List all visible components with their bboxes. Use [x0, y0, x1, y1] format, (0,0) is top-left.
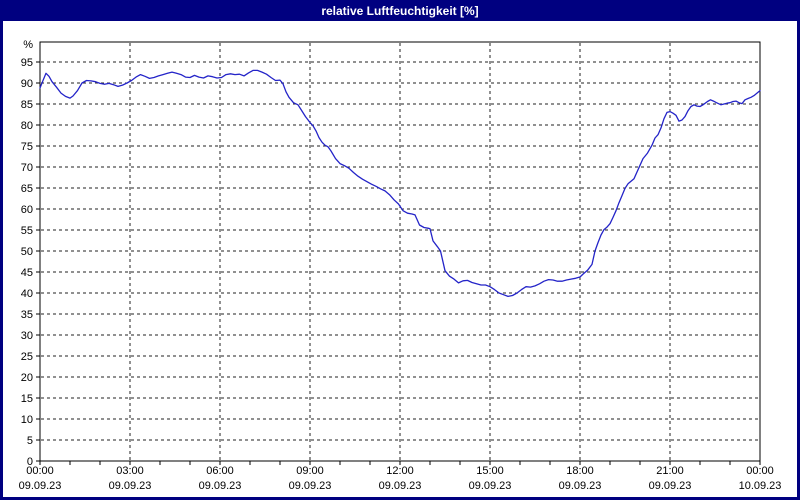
chart-title: relative Luftfeuchtigkeit [%]: [321, 4, 478, 18]
x-axis-date-label: 09.09.23: [109, 480, 152, 492]
y-axis-tick-label: 50: [21, 246, 33, 258]
x-axis-time-label: 03:00: [116, 465, 144, 477]
x-axis-time-label: 15:00: [476, 465, 504, 477]
y-axis-tick-label: 45: [21, 267, 33, 279]
y-axis-tick-label: 0: [27, 456, 33, 468]
y-axis-tick-label: 35: [21, 309, 33, 321]
y-axis-tick-label: 10: [21, 414, 33, 426]
plot-axes: [36, 41, 761, 465]
x-axis-date-label: 09.09.23: [19, 480, 62, 492]
x-axis-date-label: 10.09.23: [739, 480, 782, 492]
window-border-left: [0, 21, 3, 500]
y-axis-tick-label: 55: [21, 225, 33, 237]
y-axis-tick-label: 85: [21, 99, 33, 111]
window-border-bottom: [0, 497, 800, 500]
x-axis-date-label: 09.09.23: [199, 480, 242, 492]
y-axis-tick-label: 70: [21, 162, 33, 174]
x-axis-time-label: 12:00: [386, 465, 414, 477]
y-axis-tick-label: 20: [21, 372, 33, 384]
data-series: [39, 69, 761, 298]
x-axis-time-label: 18:00: [566, 465, 594, 477]
x-axis-time-label: 09:00: [296, 465, 324, 477]
y-axis-tick-label: 95: [21, 57, 33, 69]
y-axis-unit-label: %: [23, 39, 33, 51]
plot-grid: [41, 43, 759, 460]
y-axis-tick-label: 60: [21, 204, 33, 216]
x-axis-time-label: 00:00: [26, 465, 54, 477]
x-axis-time-label: 00:00: [746, 465, 774, 477]
x-axis-date-label: 09.09.23: [289, 480, 332, 492]
x-axis-date-label: 09.09.23: [649, 480, 692, 492]
y-axis-tick-label: 90: [21, 78, 33, 90]
x-axis-time-label: 06:00: [206, 465, 234, 477]
window-border-right: [797, 21, 800, 500]
y-axis-tick-label: 15: [21, 393, 33, 405]
x-axis-date-label: 09.09.23: [559, 480, 602, 492]
axis-labels: 0 5 10 15 20 25 30 35 40 45 50 55 60 65 70 75 80 85 90 95% 0…: [19, 39, 782, 492]
y-axis-tick-label: 5: [27, 435, 33, 447]
x-axis-date-label: 09.09.23: [379, 480, 422, 492]
y-axis-tick-label: 40: [21, 288, 33, 300]
window-titlebar: [0, 0, 800, 21]
humidity-series-line: [39, 69, 761, 298]
y-axis-tick-label: 75: [21, 141, 33, 153]
x-axis-date-label: 09.09.23: [469, 480, 512, 492]
x-axis-time-label: 21:00: [656, 465, 684, 477]
y-axis-tick-label: 80: [21, 120, 33, 132]
y-axis-tick-label: 25: [21, 351, 33, 363]
y-axis-tick-label: 30: [21, 330, 33, 342]
y-axis-tick-label: 65: [21, 183, 33, 195]
